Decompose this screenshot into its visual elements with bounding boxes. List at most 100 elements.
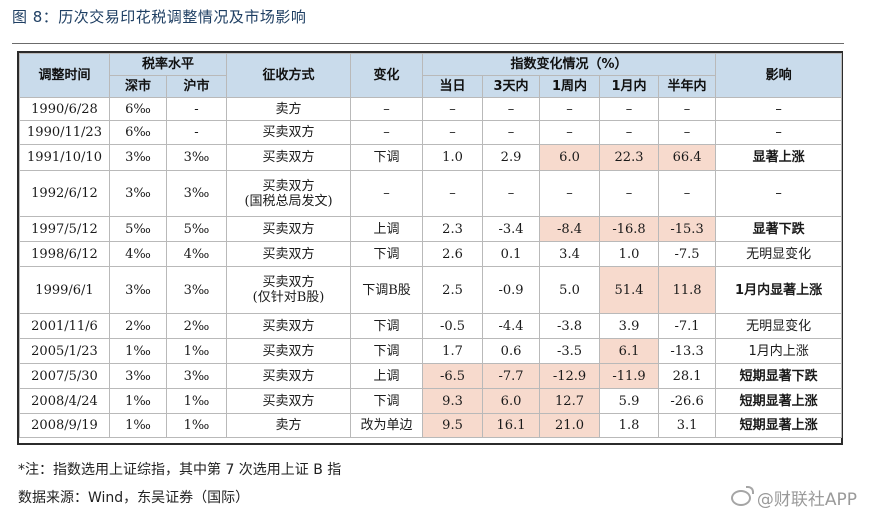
cell-week1: 5.0 [539, 266, 601, 314]
cell-rate-sz: 2‰ [109, 313, 167, 339]
cell-month6: – [658, 120, 717, 145]
cell-week1: -3.8 [539, 313, 601, 339]
cell-week1: 21.0 [539, 413, 601, 438]
cell-week1: – [539, 120, 601, 145]
cell-method: 买卖双方 [226, 120, 352, 145]
header-day1: 当日 [422, 75, 484, 98]
cell-method: 买卖双方 [226, 363, 352, 389]
cell-method: 买卖双方 (仅针对B股) [226, 266, 352, 314]
header-date: 调整时间 [19, 53, 110, 98]
cell-date: 2001/11/6 [19, 313, 110, 339]
cell-rate-sz: 6‰ [109, 120, 167, 145]
cell-day3: -7.7 [482, 363, 541, 389]
cell-method: 卖方 [226, 413, 352, 438]
cell-impact: 无明显变化 [715, 313, 843, 339]
cell-change: 下调 [350, 144, 424, 171]
cell-rate-sz: 6‰ [109, 97, 167, 121]
cell-date: 2008/9/19 [19, 413, 110, 438]
cell-rate-sh: - [165, 97, 228, 121]
cell-week1: 3.4 [539, 241, 601, 267]
cell-change: 下调 [350, 241, 424, 267]
cell-date: 1997/5/12 [19, 216, 110, 242]
cell-method: 买卖双方 [226, 144, 352, 171]
cell-method-line2: (仅针对B股) [252, 290, 325, 305]
cell-rate-sh: 3‰ [165, 363, 228, 389]
cell-month1: -16.8 [599, 216, 660, 242]
cell-week1: 6.0 [539, 144, 601, 171]
table-row: 1999/6/1 3‰ 3‰ 买卖双方 (仅针对B股) 下调B股 2.5 -0.… [19, 266, 843, 314]
cell-day1: 9.5 [422, 413, 484, 438]
cell-day3: -3.4 [482, 216, 541, 242]
footnote: *注：指数选用上证综指，其中第 7 次选用上证 B 指 [18, 462, 342, 478]
table-row: 1990/11/23 6‰ - 买卖双方 – – – – – – – [19, 120, 843, 145]
cell-day3: – [482, 97, 541, 121]
cell-month6: -7.1 [658, 313, 717, 339]
cell-rate-sh: 4‰ [165, 241, 228, 267]
header-day3: 3天内 [482, 75, 541, 98]
cell-method: 买卖双方 [226, 388, 352, 414]
cell-month6: -7.5 [658, 241, 717, 267]
cell-day1: 2.5 [422, 266, 484, 314]
cell-day1: -6.5 [422, 363, 484, 389]
cell-day3: 16.1 [482, 413, 541, 438]
table-row: 2007/5/30 3‰ 3‰ 买卖双方 上调 -6.5 -7.7 -12.9 … [19, 363, 843, 389]
cell-impact: 显著下跌 [715, 216, 843, 242]
cell-method: 买卖双方 (国税总局发文) [226, 170, 352, 217]
watermark-text: @财联社APP [756, 490, 857, 510]
cell-day1: – [422, 120, 484, 145]
cell-impact: – [715, 120, 843, 145]
cell-rate-sz: 5‰ [109, 216, 167, 242]
cell-date: 2008/4/24 [19, 388, 110, 414]
cell-rate-sz: 1‰ [109, 388, 167, 414]
cell-rate-sz: 3‰ [109, 266, 167, 314]
cell-rate-sz: 3‰ [109, 144, 167, 171]
cell-impact: 短期显著上涨 [715, 413, 843, 438]
cell-day1: 2.6 [422, 241, 484, 267]
cell-rate-sh: 3‰ [165, 266, 228, 314]
cell-change: 上调 [350, 363, 424, 389]
table-row: 2001/11/6 2‰ 2‰ 买卖双方 下调 -0.5 -4.4 -3.8 3… [19, 313, 843, 339]
cell-week1: 12.7 [539, 388, 601, 414]
header-impact: 影响 [715, 53, 843, 98]
cell-rate-sh: 3‰ [165, 144, 228, 171]
cell-day3: – [482, 170, 541, 217]
cell-day1: – [422, 170, 484, 217]
header-method: 征收方式 [226, 53, 352, 98]
cell-month1: – [599, 97, 660, 121]
cell-day3: – [482, 120, 541, 145]
cell-change: – [350, 120, 424, 145]
cell-month1: -11.9 [599, 363, 660, 389]
cell-method-line1: 买卖双方 [262, 178, 315, 194]
cell-rate-sh: - [165, 120, 228, 145]
data-source: 数据来源：Wind，东吴证券（国际） [18, 490, 250, 506]
cell-impact: 无明显变化 [715, 241, 843, 267]
cell-method-line1: 买卖双方 [262, 275, 315, 290]
title-divider [12, 43, 844, 44]
watermark: @财联社APP [730, 485, 857, 510]
cell-month1: 1.0 [599, 241, 660, 267]
cell-week1: – [539, 170, 601, 217]
cell-impact: 显著上涨 [715, 144, 843, 171]
cell-day1: 1.7 [422, 338, 484, 364]
cell-day3: 0.6 [482, 338, 541, 364]
cell-day1: 2.3 [422, 216, 484, 242]
cell-method: 买卖双方 [226, 313, 352, 339]
cell-day3: 2.9 [482, 144, 541, 171]
cell-month1: 3.9 [599, 313, 660, 339]
weibo-icon [730, 485, 754, 506]
cell-month1: – [599, 170, 660, 217]
table-row: 1998/6/12 4‰ 4‰ 买卖双方 下调 2.6 0.1 3.4 1.0 … [19, 241, 843, 267]
cell-rate-sh: 5‰ [165, 216, 228, 242]
cell-date: 1999/6/1 [19, 266, 110, 314]
cell-rate-sh: 1‰ [165, 413, 228, 438]
cell-month6: 11.8 [658, 266, 717, 314]
cell-rate-sz: 3‰ [109, 170, 167, 217]
cell-impact: 短期显著下跌 [715, 363, 843, 389]
cell-method: 买卖双方 [226, 241, 352, 267]
cell-week1: -8.4 [539, 216, 601, 242]
cell-month1: 5.9 [599, 388, 660, 414]
cell-rate-sh: 1‰ [165, 388, 228, 414]
cell-month6: -26.6 [658, 388, 717, 414]
cell-month6: – [658, 170, 717, 217]
header-week1: 1周内 [539, 75, 601, 98]
